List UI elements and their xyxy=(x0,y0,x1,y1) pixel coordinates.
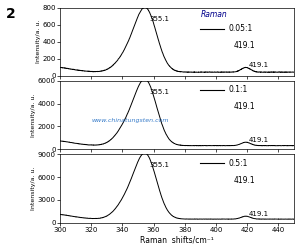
Text: 0.05:1: 0.05:1 xyxy=(229,24,253,33)
Text: 0.1:1: 0.1:1 xyxy=(229,85,248,94)
Text: 0.5:1: 0.5:1 xyxy=(229,159,248,168)
Y-axis label: Intensity/a. u.: Intensity/a. u. xyxy=(32,93,36,137)
Text: 419.1: 419.1 xyxy=(233,176,255,184)
Text: 419.1: 419.1 xyxy=(233,102,255,111)
X-axis label: Raman  shifts/cm⁻¹: Raman shifts/cm⁻¹ xyxy=(140,236,214,244)
Y-axis label: Intensity/a. u.: Intensity/a. u. xyxy=(36,20,41,63)
Text: 419.1: 419.1 xyxy=(249,137,269,143)
Text: 355.1: 355.1 xyxy=(149,88,169,94)
Text: 419.1: 419.1 xyxy=(249,211,269,217)
Text: Raman: Raman xyxy=(200,10,227,18)
Y-axis label: Intensity/a. u.: Intensity/a. u. xyxy=(32,167,36,210)
Text: 419.1: 419.1 xyxy=(249,62,269,68)
Text: 2: 2 xyxy=(6,8,16,22)
Text: 355.1: 355.1 xyxy=(149,16,169,22)
Text: 419.1: 419.1 xyxy=(233,41,255,50)
Text: www.chinatungsten.com: www.chinatungsten.com xyxy=(92,118,169,123)
Text: 355.1: 355.1 xyxy=(149,162,169,168)
